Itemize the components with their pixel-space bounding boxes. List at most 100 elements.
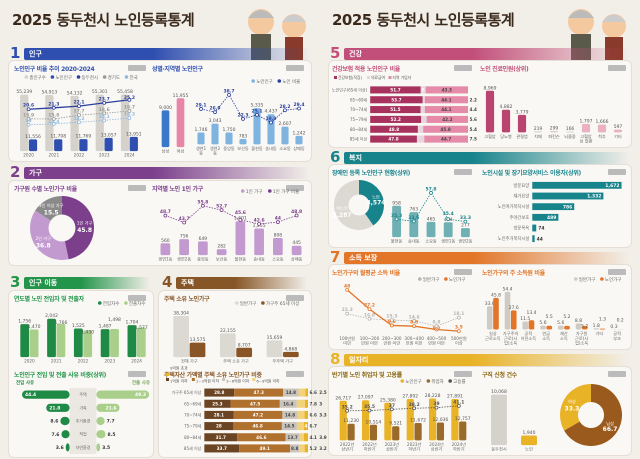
legend-label: 경기도 xyxy=(108,74,120,81)
unit-badge xyxy=(286,295,304,301)
bar-value-label: 27.6 xyxy=(509,305,519,311)
stacked-segment xyxy=(279,399,297,408)
category-label: 기타 xyxy=(596,330,604,337)
stacked-segment xyxy=(204,433,238,442)
bar-value-label: 11,769 xyxy=(76,134,92,140)
legend-label: 노인가구 xyxy=(449,276,466,283)
category-label: 가족 xyxy=(79,404,87,410)
category-label: 남성 xyxy=(162,148,170,154)
legend-swatch xyxy=(334,76,337,79)
left-bar xyxy=(60,416,70,426)
bar-value-label: 55,239 xyxy=(16,89,32,95)
legend-label: 1인 가구 xyxy=(246,188,263,195)
bar-value-label: 11,556 xyxy=(25,134,41,140)
category-label: 자연환경 xyxy=(76,444,91,450)
section-header: 1 인구 xyxy=(10,46,310,61)
line-value-label: 15.3 xyxy=(386,314,397,320)
series-line xyxy=(28,110,130,120)
chart-title: 노인가구의 주 소득원 비율 xyxy=(482,270,545,277)
line-point xyxy=(389,318,394,323)
unit-badge xyxy=(286,65,304,71)
category-label: 가구주의 근로(사 업)소득 xyxy=(503,330,519,347)
bar-value-label: 27,097 xyxy=(358,395,374,401)
segment-value: 51.5 xyxy=(390,107,400,112)
line-value-label: 16.8 xyxy=(364,312,375,318)
section-number: 6 xyxy=(330,148,341,166)
legend-label: 고용률 xyxy=(453,379,465,385)
category-label: 파킨슨 xyxy=(548,133,560,140)
bar-value-label: 38,304 xyxy=(173,310,189,316)
category-label: 동두천시 xyxy=(491,446,507,453)
category-label: 공적 부조 xyxy=(613,330,621,342)
category-label: 방문목욕 xyxy=(513,225,529,232)
segment-value: 8.8 xyxy=(291,446,299,451)
bar xyxy=(414,423,422,441)
bar-value-label: 11,672 xyxy=(410,418,426,424)
section-label: 인구 xyxy=(24,47,310,60)
right-value: 49.2 xyxy=(135,392,146,398)
stacked-segment xyxy=(237,433,286,442)
slice-label: 3인 이상 가구 xyxy=(39,202,64,209)
legend-item: 노인인구 xyxy=(50,74,72,81)
segment-value: 44.7 xyxy=(441,137,451,142)
legend-swatch xyxy=(261,301,265,305)
stacked-segment xyxy=(204,444,240,453)
line-value-label: 27.2 xyxy=(364,303,375,309)
line-value-label: 22.3 xyxy=(342,307,353,313)
category-label: 2023 xyxy=(104,359,115,364)
series-line xyxy=(28,117,130,126)
unit-badge xyxy=(454,169,472,175)
bar-value-label: 1.3 xyxy=(599,317,606,323)
category-label: 재가요양 xyxy=(513,193,529,200)
category-label: 송내동 xyxy=(265,145,277,152)
bar-value-label: 0.3 xyxy=(610,324,617,330)
bar xyxy=(528,320,535,330)
slice-value: 36.8 xyxy=(36,242,51,249)
category-label: 85세 이상 xyxy=(184,445,202,451)
stacked-segment xyxy=(421,115,427,123)
bar xyxy=(504,291,511,330)
legend-swatch xyxy=(166,378,169,381)
line-value-label: 18.1 xyxy=(453,311,464,317)
line-value-label: 48 xyxy=(344,283,350,289)
bar xyxy=(532,235,535,243)
donut-slice xyxy=(62,196,94,260)
bar-value-label: 13.4 xyxy=(526,310,536,316)
bar-value-label: 55,458 xyxy=(117,89,133,95)
category-cell xyxy=(69,414,97,428)
right-value: 3.5 xyxy=(102,445,110,451)
chart-combo: 33.6 54.4 11.5 5.6 5.6 8.8 1.8 0.3 45.8 27.6 13.4 5… xyxy=(485,276,624,347)
legend-item: 노인인구 xyxy=(400,378,422,385)
section-header: 2 가구 xyxy=(10,165,310,180)
legend-swatch xyxy=(400,379,405,383)
category-label: 2021 xyxy=(48,153,59,158)
bar-value-label: 1,940 xyxy=(523,430,536,436)
bar-value-label: 2,042 xyxy=(45,313,58,319)
line-point xyxy=(429,191,433,195)
bar-value-label: 219 xyxy=(534,126,543,132)
bar-value-label: 33.6 xyxy=(485,301,495,307)
legend-label: 1억원 이하 xyxy=(170,378,188,383)
category-label: 500만원 이상 xyxy=(451,335,467,347)
stacked-segment xyxy=(204,422,234,431)
category-label: 400~500 만원 미만 xyxy=(427,336,447,347)
category-label: 2024 xyxy=(124,153,135,158)
bar xyxy=(295,135,303,145)
line-point xyxy=(394,217,399,222)
category-label: 65~69세 xyxy=(184,400,202,406)
bar-value-label: 1,797 xyxy=(580,119,593,125)
legend-label: 전국 xyxy=(129,74,137,81)
line-value-label: 19.9 xyxy=(265,116,276,122)
category-label: 70~74세 xyxy=(350,106,368,112)
slice-value: 45.8 xyxy=(77,227,92,234)
section-label: 소득 보장 xyxy=(344,251,630,264)
right-bar xyxy=(96,443,101,452)
category-label: 소요동 xyxy=(272,257,284,262)
line-value-label: 41.1 xyxy=(453,399,464,405)
bar xyxy=(426,221,436,238)
stacked-segment xyxy=(426,115,468,123)
chart-title: 노인인구 비율 추이 2020-2024 xyxy=(14,66,95,73)
category-label: 2020 xyxy=(23,153,34,158)
donut-slice xyxy=(560,384,591,431)
